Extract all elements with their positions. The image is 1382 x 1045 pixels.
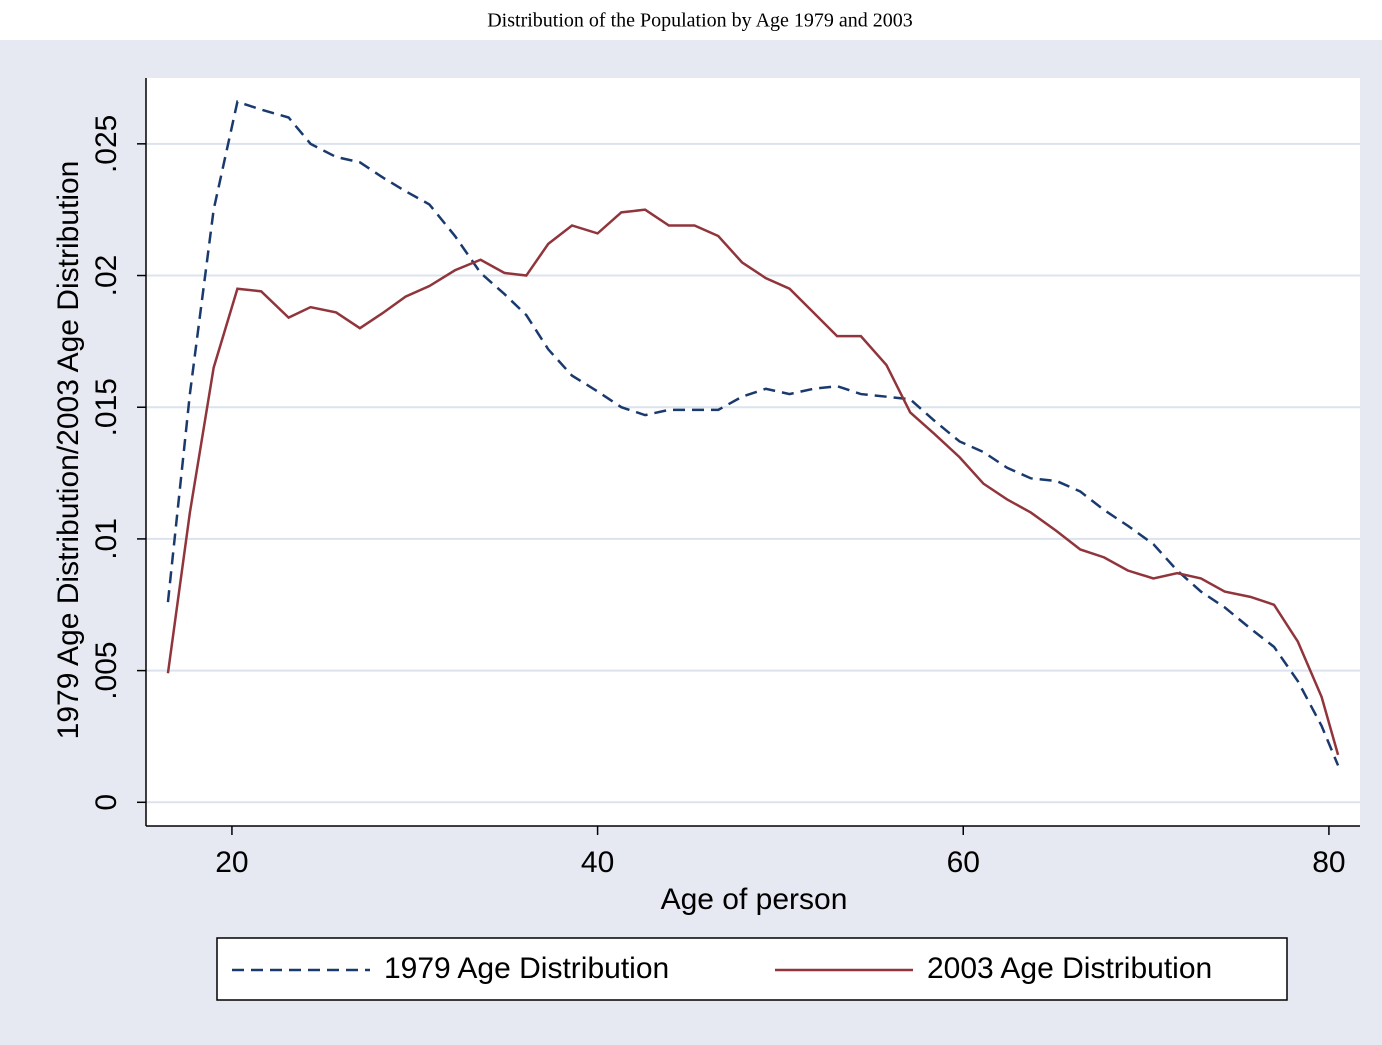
chart-title: Distribution of the Population by Age 19… bbox=[487, 10, 913, 32]
y-tick-label: .01 bbox=[90, 518, 123, 560]
x-axis-title: Age of person bbox=[661, 883, 848, 916]
legend-label: 1979 Age Distribution bbox=[384, 952, 669, 985]
x-tick-label: 80 bbox=[1312, 846, 1345, 879]
series-line bbox=[166, 100, 1340, 766]
series-line bbox=[166, 208, 1340, 756]
legend bbox=[216, 937, 1288, 1001]
plot-area bbox=[146, 78, 1360, 826]
legend-label: 2003 Age Distribution bbox=[927, 952, 1212, 985]
y-tick-label: .005 bbox=[90, 641, 123, 699]
y-tick-label: 0 bbox=[90, 794, 123, 811]
x-tick-label: 40 bbox=[581, 846, 614, 879]
y-tick-label: .02 bbox=[90, 255, 123, 297]
y-tick-label: .025 bbox=[90, 115, 123, 173]
x-tick-label: 60 bbox=[947, 846, 980, 879]
y-axis-title: 1979 Age Distribution/2003 Age Distribut… bbox=[52, 161, 85, 740]
x-tick-label: 20 bbox=[215, 846, 248, 879]
y-tick-label: .015 bbox=[90, 378, 123, 436]
